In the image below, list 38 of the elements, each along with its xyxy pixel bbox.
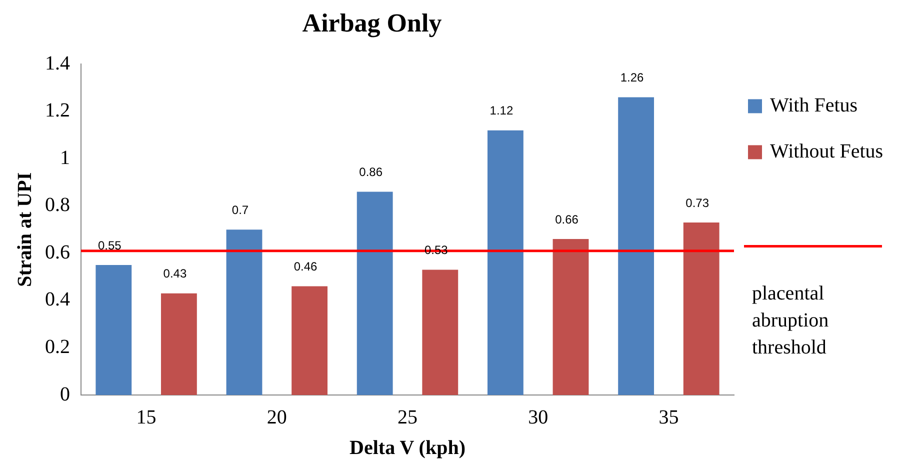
data-label: 0.7 [232, 202, 249, 217]
bar [226, 230, 262, 395]
x-tick-label: 25 [398, 406, 418, 428]
bar [292, 286, 328, 395]
data-label: 0.55 [98, 238, 122, 252]
y-tick-label: 0.4 [45, 288, 70, 311]
y-tick-label: 1 [60, 146, 70, 169]
bar [356, 192, 393, 395]
bar [683, 222, 720, 395]
x-tick-label: 30 [528, 406, 548, 428]
data-label: 0.73 [686, 196, 710, 210]
bar [160, 293, 197, 395]
y-tick-label: 0.2 [45, 336, 70, 358]
data-label: 1.26 [620, 70, 644, 85]
data-label: 0.43 [163, 266, 187, 281]
data-label: 1.12 [490, 104, 514, 118]
bar [552, 239, 589, 395]
legend-label: With Fetus [770, 94, 858, 116]
y-tick-label: 1.4 [45, 52, 70, 74]
x-tick-label: 15 [136, 406, 156, 428]
y-tick-label: 0.8 [45, 194, 70, 216]
legend-label: Without Fetus [770, 140, 884, 162]
y-tick-label: 0 [60, 383, 70, 406]
bar [487, 130, 524, 395]
bar [96, 265, 132, 395]
bar [618, 97, 654, 395]
y-tick-label: 0.6 [45, 241, 70, 264]
data-label: 0.66 [555, 212, 579, 226]
y-axis-title: Strain at UPI [14, 172, 36, 287]
data-label: 0.86 [359, 165, 383, 180]
x-axis-title: Delta V (kph) [350, 437, 466, 460]
ref-line-label: placental abruption threshold [752, 282, 829, 358]
chart-title: Airbag Only [302, 8, 442, 38]
y-tick-label: 1.2 [45, 100, 70, 122]
data-label: 0.46 [294, 260, 318, 274]
bar [422, 270, 458, 395]
x-tick-label: 20 [266, 406, 287, 428]
x-tick-label: 35 [658, 406, 679, 428]
